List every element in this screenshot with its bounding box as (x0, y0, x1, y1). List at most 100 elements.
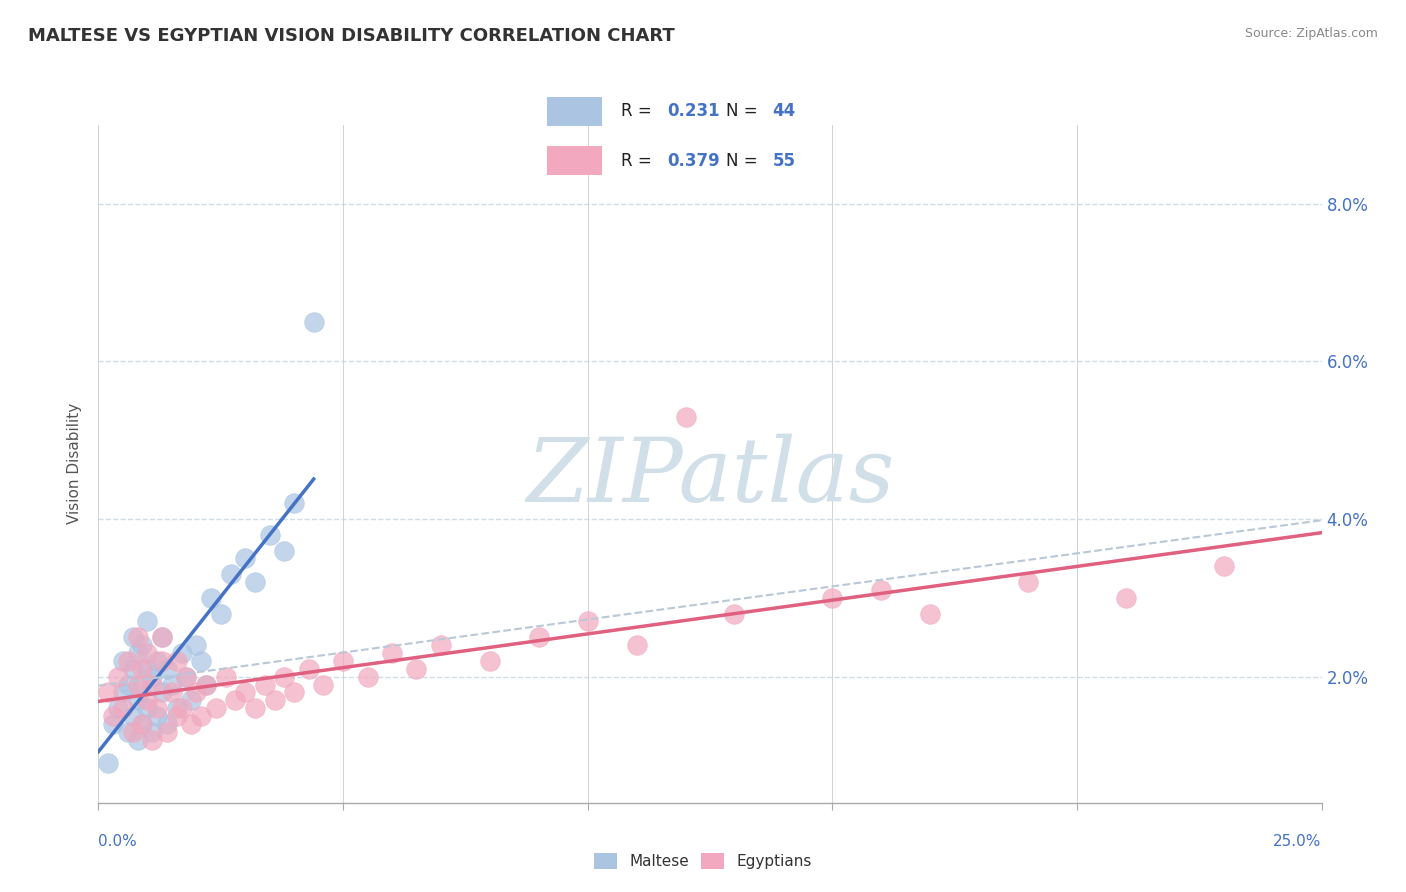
Point (131, 717, 153, 731)
Point (170, 646, 193, 660)
Point (141, 724, 163, 739)
Point (131, 677, 153, 691)
Point (180, 717, 202, 731)
Point (156, 717, 179, 731)
Point (576, 615, 599, 629)
Bar (547, 97, 602, 126)
Point (1212, 559, 1234, 574)
Point (141, 670, 163, 684)
Point (381, 646, 404, 660)
Point (136, 646, 159, 660)
Point (107, 670, 129, 684)
Text: 44: 44 (772, 103, 796, 120)
Point (870, 582, 893, 597)
Bar (547, 146, 602, 175)
Point (626, 638, 648, 652)
Text: R =: R = (621, 103, 657, 120)
Point (131, 717, 153, 731)
Point (136, 693, 159, 707)
Point (478, 654, 501, 668)
Point (127, 677, 149, 691)
Point (253, 677, 276, 691)
Text: Source: ZipAtlas.com: Source: ZipAtlas.com (1244, 27, 1378, 40)
Point (97, 756, 120, 771)
Point (136, 701, 159, 715)
Point (312, 677, 335, 691)
Point (131, 638, 153, 652)
Point (1115, 591, 1137, 605)
Point (141, 677, 163, 691)
Point (146, 709, 169, 723)
Point (259, 528, 281, 542)
Point (166, 709, 188, 723)
Point (170, 701, 193, 715)
Point (273, 543, 295, 558)
Point (101, 717, 124, 731)
Point (146, 701, 169, 715)
Point (675, 409, 697, 424)
Point (160, 677, 183, 691)
Point (156, 662, 179, 676)
Point (186, 638, 208, 652)
Point (166, 654, 188, 668)
Point (233, 685, 256, 699)
Point (430, 638, 453, 652)
Point (150, 654, 173, 668)
Point (1017, 575, 1039, 590)
Point (107, 701, 129, 715)
Point (186, 685, 208, 699)
Point (121, 662, 143, 676)
Point (121, 724, 143, 739)
Point (821, 591, 844, 605)
Point (180, 693, 202, 707)
Point (111, 685, 134, 699)
Text: R =: R = (621, 152, 657, 169)
Point (166, 701, 188, 715)
Point (136, 662, 159, 676)
Point (283, 496, 305, 510)
Point (131, 662, 153, 676)
Point (117, 677, 139, 691)
Point (160, 685, 183, 699)
Point (111, 701, 134, 715)
Point (405, 662, 427, 676)
Point (146, 654, 169, 668)
Point (176, 670, 198, 684)
Point (243, 575, 266, 590)
Point (263, 693, 285, 707)
Point (117, 724, 139, 739)
Point (195, 677, 218, 691)
Point (136, 615, 159, 629)
Point (920, 607, 942, 621)
Point (101, 709, 124, 723)
Text: N =: N = (725, 152, 763, 169)
Point (190, 709, 212, 723)
Point (97, 685, 120, 699)
Point (117, 654, 139, 668)
Point (141, 732, 163, 747)
Text: N =: N = (725, 103, 763, 120)
Point (723, 607, 745, 621)
Text: MALTESE VS EGYPTIAN VISION DISABILITY CORRELATION CHART: MALTESE VS EGYPTIAN VISION DISABILITY CO… (28, 27, 675, 45)
Point (121, 709, 143, 723)
Point (219, 567, 242, 582)
Point (111, 654, 134, 668)
Point (121, 630, 143, 644)
Point (356, 670, 378, 684)
Point (527, 630, 550, 644)
Point (190, 654, 212, 668)
Point (205, 701, 228, 715)
Point (195, 677, 218, 691)
Point (283, 685, 305, 699)
Point (209, 607, 232, 621)
Point (150, 685, 173, 699)
Point (150, 630, 173, 644)
Point (273, 670, 295, 684)
Legend: Maltese, Egyptians: Maltese, Egyptians (588, 847, 818, 875)
Point (150, 630, 173, 644)
Text: 0.0%: 0.0% (98, 834, 138, 849)
Point (176, 670, 198, 684)
Text: 0.231: 0.231 (668, 103, 720, 120)
Point (127, 693, 149, 707)
Point (127, 732, 149, 747)
